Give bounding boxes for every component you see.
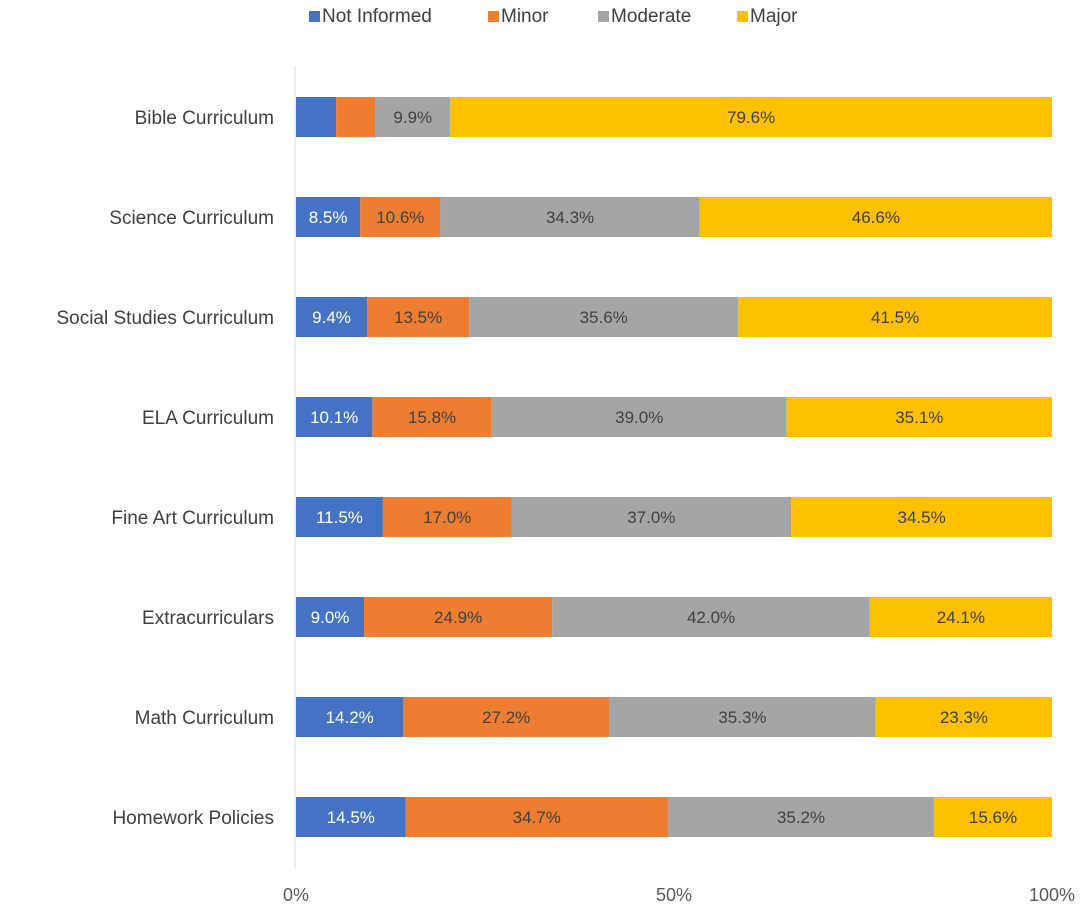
bar-segment-minor [405,797,668,837]
bar-segment-minor [403,697,609,737]
category-label-math-curriculum: Math Curriculum [135,708,274,729]
bar-segment-not-informed [296,797,406,837]
data-label-minor: 27.2% [482,708,530,727]
bar-segment-not-informed [296,497,383,537]
data-label-not-informed: 14.2% [326,708,374,727]
data-label-minor: 15.8% [408,408,456,427]
category-labels: Bible Curriculum Science Curriculum Social… [56,108,274,829]
x-axis-ticks: 0% 50% 100% [283,885,1075,905]
bar-segment-major [934,797,1052,837]
bar-segment-moderate [469,297,739,337]
category-label-extracurriculars: Extracurriculars [142,608,274,629]
data-label-moderate: 9.9% [393,108,432,127]
legend-swatch-minor [488,11,499,22]
legend-item-major: Major [737,6,798,27]
data-label-not-informed: 9.4% [312,308,351,327]
category-label-social-studies-curriculum: Social Studies Curriculum [56,308,274,329]
x-tick-label: 100% [1029,885,1075,905]
bar-row-bible-curriculum: 9.9% 79.6% [296,97,1052,137]
category-label-bible-curriculum: Bible Curriculum [135,108,274,129]
data-label-major: 15.6% [969,808,1017,827]
data-label-minor: 10.6% [376,208,424,227]
data-label-major: 46.6% [852,208,900,227]
data-label-major: 41.5% [871,308,919,327]
bar-row-social-studies-curriculum: 9.4% 13.5% 35.6% 41.5% [296,297,1052,337]
bar-segment-major [791,497,1052,537]
data-label-major: 23.3% [940,708,988,727]
legend: Not Informed Minor Moderate Major [309,6,798,27]
bar-segment-not-informed [296,197,361,237]
bar-segment-moderate [440,197,700,237]
data-label-major: 35.1% [895,408,943,427]
bar-segment-not-informed [296,397,373,437]
bar-segment-minor [336,97,376,137]
data-label-not-informed: 8.5% [309,208,348,227]
data-label-moderate: 37.0% [627,508,675,527]
data-label-not-informed: 9.0% [311,608,350,627]
bar-segment-moderate [667,797,935,837]
bar-row-ela-curriculum: 10.1% 15.8% 39.0% 35.1% [296,397,1052,437]
data-label-minor: 34.7% [513,808,561,827]
legend-label-major: Major [750,6,798,27]
bar-segment-minor [367,297,470,337]
bar-segment-not-informed [296,97,337,137]
data-label-moderate: 35.6% [580,308,628,327]
data-label-major: 34.5% [897,508,945,527]
bar-row-fine-art-curriculum: 11.5% 17.0% 37.0% 34.5% [296,497,1052,537]
category-label-fine-art-curriculum: Fine Art Curriculum [111,508,274,529]
bar-segment-moderate [608,697,876,737]
data-label-moderate: 42.0% [687,608,735,627]
legend-swatch-major [737,11,748,22]
legend-item-minor: Minor [488,6,549,27]
legend-item-not-informed: Not Informed [309,6,432,27]
data-label-not-informed: 14.5% [327,808,375,827]
category-label-ela-curriculum: ELA Curriculum [142,408,274,429]
data-label-major: 79.6% [727,108,775,127]
legend-item-moderate: Moderate [598,6,691,27]
bar-row-homework-policies: 14.5% 34.7% 35.2% 15.6% [296,797,1052,837]
data-label-not-informed: 10.1% [310,408,358,427]
bar-segment-moderate [491,397,787,437]
bar-segment-moderate [375,97,451,137]
legend-label-not-informed: Not Informed [322,6,432,27]
data-label-minor: 13.5% [394,308,442,327]
bar-segment-moderate [511,497,792,537]
category-label-science-curriculum: Science Curriculum [109,208,274,229]
bar-segment-moderate [552,597,870,637]
data-label-moderate: 39.0% [615,408,663,427]
bar-row-math-curriculum: 14.2% 27.2% 35.3% 23.3% [296,697,1052,737]
bar-segment-major [738,297,1052,337]
bar-segment-major [699,197,1052,237]
data-label-moderate: 35.2% [777,808,825,827]
bar-segment-not-informed [296,597,365,637]
data-label-major: 24.1% [937,608,985,627]
bars: 9.9% 79.6% 8.5% 10.6% 34.3% 46.6% 9.4% 13.5% 35.… [296,97,1052,837]
legend-swatch-moderate [598,11,609,22]
legend-label-moderate: Moderate [611,6,691,27]
bar-segment-not-informed [296,697,404,737]
bar-segment-not-informed [296,297,368,337]
bar-row-science-curriculum: 8.5% 10.6% 34.3% 46.6% [296,197,1052,237]
bar-row-extracurriculars: 9.0% 24.9% 42.0% 24.1% [296,597,1052,637]
data-label-not-informed: 11.5% [316,508,363,527]
bar-segment-minor [372,397,492,437]
data-label-minor: 17.0% [423,508,471,527]
data-label-moderate: 34.3% [546,208,594,227]
legend-swatch-not-informed [309,11,320,22]
data-label-moderate: 35.3% [718,708,766,727]
bar-segment-major [875,697,1052,737]
category-label-homework-policies: Homework Policies [112,808,274,829]
x-tick-label: 0% [283,885,309,905]
bar-segment-minor [360,197,441,237]
bar-segment-minor [364,597,553,637]
bar-segment-major [450,97,1052,137]
x-tick-label: 50% [656,885,692,905]
bar-segment-major [869,597,1052,637]
bar-segment-minor [382,497,512,537]
legend-label-minor: Minor [501,6,549,27]
data-label-minor: 24.9% [434,608,482,627]
bar-segment-major [786,397,1052,437]
